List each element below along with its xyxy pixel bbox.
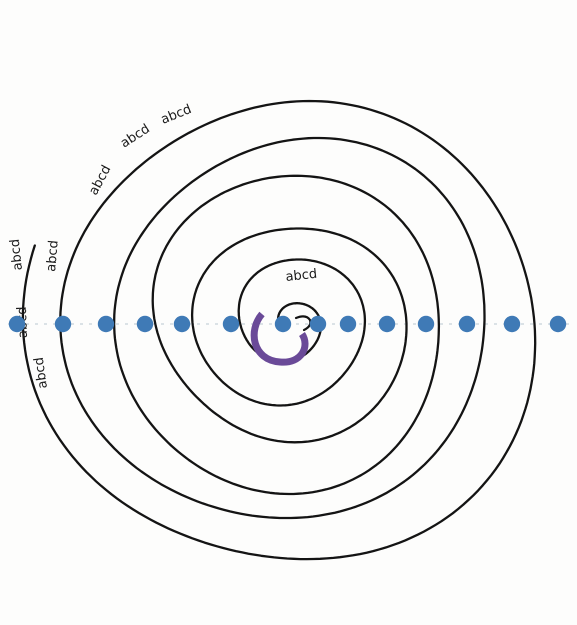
marker-dot bbox=[136, 315, 154, 333]
spiral-label: abcd bbox=[44, 240, 62, 273]
marker-dot bbox=[503, 315, 521, 333]
spiral-label: abcd bbox=[118, 122, 153, 152]
marker-dot bbox=[339, 315, 357, 333]
marker-dot bbox=[309, 315, 327, 333]
center-hook-mark bbox=[294, 315, 312, 332]
marker-dot bbox=[458, 315, 476, 333]
marker-dot bbox=[54, 315, 72, 333]
marker-dot bbox=[274, 315, 292, 333]
marker-dot bbox=[222, 315, 240, 333]
marker-dot bbox=[173, 315, 191, 333]
spiral-label: abcd bbox=[285, 267, 318, 285]
marker-dot bbox=[378, 315, 396, 333]
spiral-label: abcd bbox=[86, 163, 114, 198]
marker-dot bbox=[417, 315, 435, 333]
marker-dot bbox=[549, 315, 567, 333]
center-u-arrow bbox=[250, 311, 309, 366]
spiral-label: abcd bbox=[159, 102, 194, 128]
marker-dot bbox=[97, 315, 115, 333]
spiral-label: abcd bbox=[8, 238, 26, 271]
spiral-label: abcd bbox=[32, 356, 51, 389]
marker-dot bbox=[8, 315, 26, 333]
marker-dots bbox=[8, 315, 567, 333]
spiral-curve bbox=[21, 99, 537, 561]
